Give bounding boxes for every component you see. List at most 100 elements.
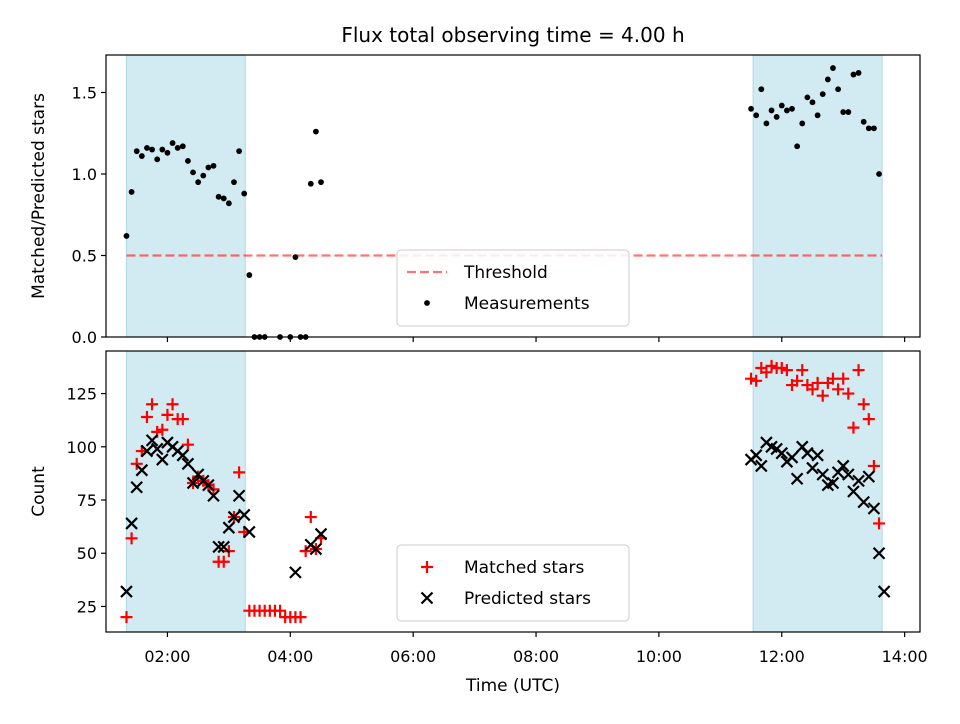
matched-star-point: [796, 364, 809, 377]
measurement-point: [814, 112, 821, 119]
predicted-star-point: [867, 502, 881, 515]
measurement-point: [292, 254, 299, 261]
measurement-point: [149, 146, 155, 153]
x-tick-label: 08:00: [513, 647, 559, 666]
measurement-point: [876, 171, 882, 177]
predicted-star-point: [877, 585, 891, 598]
measurement-point: [804, 94, 811, 101]
y-tick-label: 25: [77, 597, 97, 616]
matched-star-point: [745, 372, 758, 385]
matched-star-point: [760, 366, 773, 379]
y-axis-label-top: Matched/Predicted stars: [29, 93, 49, 299]
legend-box: [396, 544, 630, 622]
matched-star-point: [130, 457, 143, 470]
y-tick-label: 50: [77, 544, 97, 563]
matched-star-point: [120, 611, 133, 624]
measurement-point: [855, 70, 862, 76]
predicted-star-point: [181, 457, 195, 471]
matched-star-point: [181, 438, 194, 451]
measurement-point: [845, 109, 852, 115]
measurement-point: [231, 179, 237, 186]
predicted-star-point: [314, 527, 328, 541]
matched-star-point: [826, 372, 839, 385]
predicted-star-point: [227, 510, 241, 524]
observing-window-shade: [752, 350, 883, 633]
measurement-point: [318, 179, 324, 186]
predicted-star-point: [237, 508, 251, 522]
measurement-point: [174, 145, 181, 151]
measurement-point: [220, 195, 227, 202]
legend-top: Threshold Measurements: [396, 249, 630, 327]
predicted-star-point: [755, 459, 768, 473]
legend-symbol-measurements: [424, 300, 430, 306]
legend-label: Threshold: [463, 263, 548, 283]
predicted-star-point: [816, 468, 830, 481]
measurement-point: [185, 158, 191, 164]
measurement-point: [123, 233, 130, 239]
measurement-point: [236, 148, 243, 155]
matched-star-point: [125, 532, 138, 545]
matched-star-point: [304, 511, 317, 524]
measurement-point: [144, 145, 150, 151]
measurement-point: [312, 128, 319, 135]
predicted-star-point: [289, 566, 302, 579]
matched-star-point: [176, 413, 189, 426]
predicted-star-point: [852, 474, 865, 488]
measurement-point: [205, 164, 212, 171]
legend-box: [396, 249, 630, 327]
predicted-star-point: [862, 470, 876, 483]
measurement-point: [809, 99, 816, 106]
measurement-point: [753, 112, 760, 119]
predicted-star-point: [176, 449, 190, 462]
predicted-star-point: [222, 521, 236, 534]
legend-bottom: Matched stars Predicted stars: [396, 544, 630, 622]
matched-star-point: [274, 604, 287, 617]
matched-star-point: [816, 389, 829, 402]
measurement-point: [748, 105, 754, 112]
predicted-star-point: [125, 517, 138, 530]
predicted-star-point: [806, 461, 819, 475]
measurement-point: [241, 190, 248, 197]
predicted-star-point: [130, 480, 143, 494]
matched-star-point: [847, 421, 860, 434]
matched-star-point: [166, 398, 179, 411]
measurement-point: [871, 125, 877, 132]
matched-star-point: [294, 611, 307, 624]
x-axis-label: Time (UTC): [465, 676, 560, 696]
measurement-point: [128, 189, 135, 195]
matched-star-point: [837, 372, 850, 385]
matched-star-point: [146, 398, 159, 411]
measurement-point: [860, 118, 867, 125]
predicted-star-point: [775, 446, 789, 460]
y-tick-label: 1.5: [72, 83, 97, 102]
y-tick-label: 75: [77, 491, 97, 510]
axes-frame-top: [105, 54, 921, 338]
predicted-star-point: [150, 442, 164, 456]
x-tick-label: 06:00: [390, 647, 436, 666]
measurement-point: [215, 193, 222, 200]
measurement-point: [773, 114, 780, 120]
predicted-star-point: [202, 478, 215, 492]
observing-window-shade: [752, 54, 883, 338]
measurement-point: [307, 180, 314, 187]
matched-star-point: [161, 408, 174, 421]
matched-star-point: [750, 374, 763, 387]
x-tick-label: 04:00: [267, 647, 313, 666]
matched-star-point: [780, 364, 793, 377]
y-axis-label-bottom: Count: [29, 466, 49, 517]
x-tick-label: 12:00: [759, 647, 805, 666]
predicted-star-point: [801, 446, 814, 460]
measurement-point: [778, 102, 785, 109]
legend-symbol-matched: [421, 561, 433, 573]
series-matched-stars: [120, 359, 886, 624]
measurement-point: [195, 179, 202, 186]
y-tick-label: 0.0: [72, 328, 97, 347]
predicted-star-point: [217, 540, 231, 554]
predicted-star-point: [309, 542, 323, 556]
measurement-point: [169, 140, 176, 146]
matched-star-point: [867, 459, 880, 472]
predicted-star-point: [145, 434, 159, 447]
measurement-point: [225, 200, 232, 207]
